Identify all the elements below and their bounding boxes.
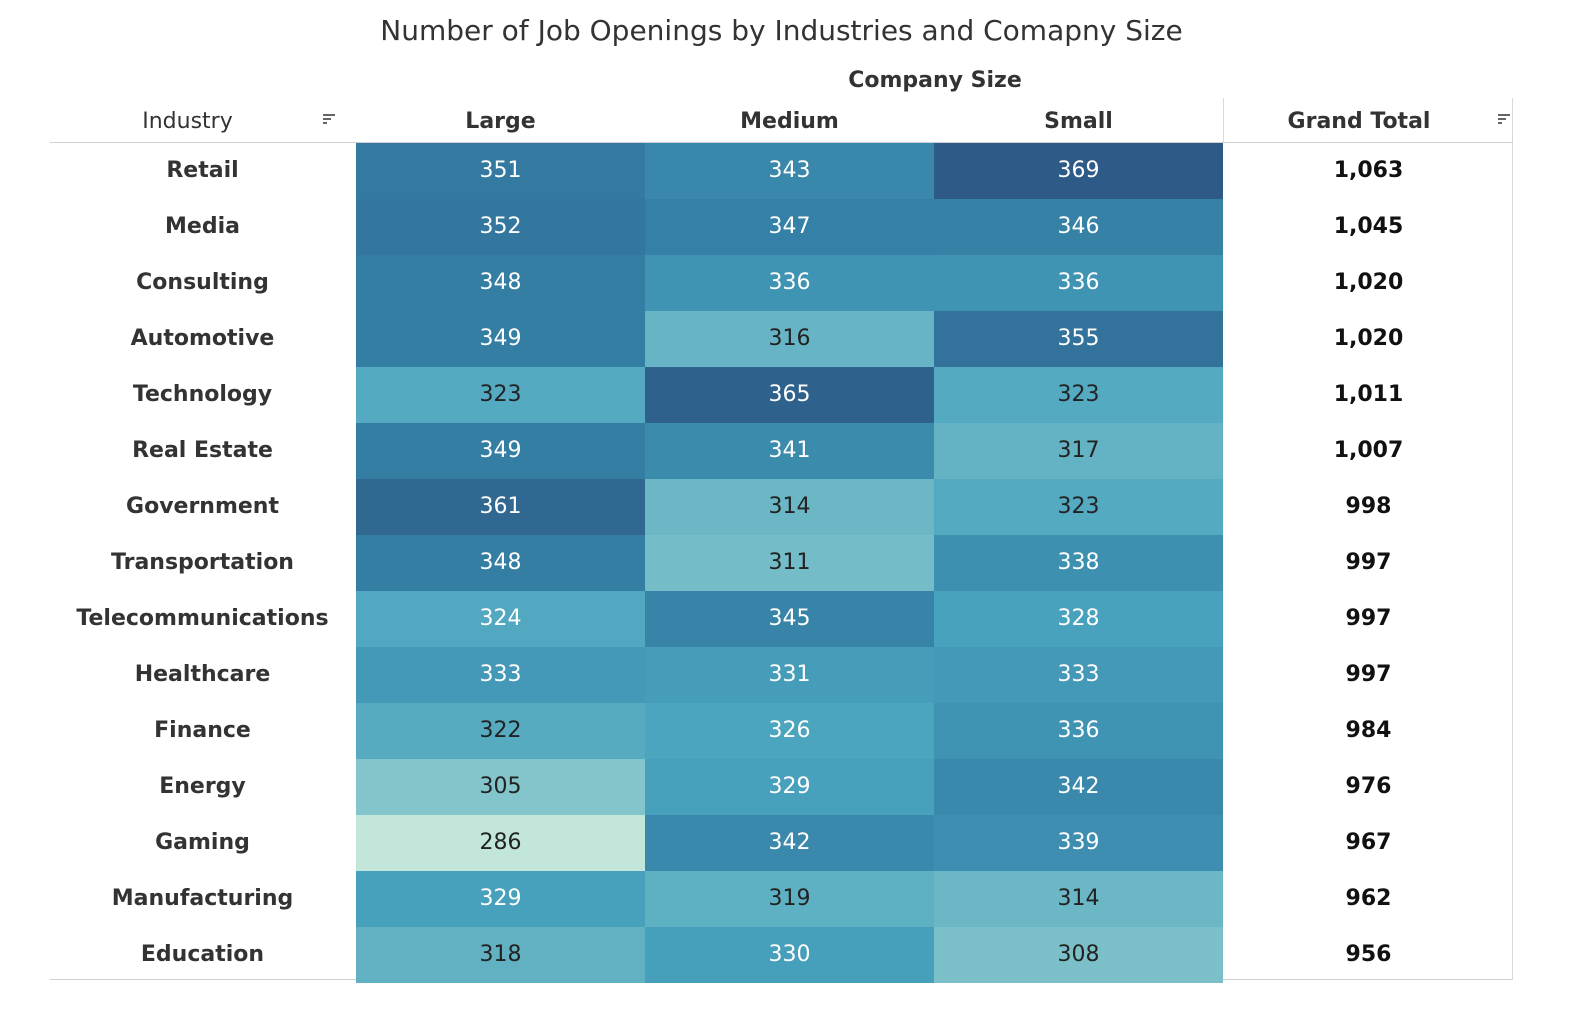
grand-total-cell: 1,020 (1333, 270, 1404, 295)
grand-total-cell: 1,063 (1333, 158, 1404, 183)
heatmap-cell[interactable]: 324 (356, 591, 645, 647)
column-header-small: Small (1044, 109, 1113, 134)
header-bottom-rule (50, 142, 1513, 143)
grand-total-cell: 962 (1345, 886, 1392, 911)
heatmap-cell[interactable]: 336 (934, 703, 1223, 759)
column-header-large: Large (465, 109, 536, 134)
grand-total-cell: 997 (1345, 550, 1392, 575)
row-label: Finance (154, 718, 251, 743)
heatmap-cell[interactable]: 328 (934, 591, 1223, 647)
grand-total-cell: 1,011 (1333, 382, 1404, 407)
heatmap-cell[interactable]: 333 (356, 647, 645, 703)
heatmap-cell[interactable]: 352 (356, 199, 645, 255)
heatmap-cell[interactable]: 314 (934, 871, 1223, 927)
column-header-medium: Medium (740, 109, 839, 134)
row-label: Real Estate (132, 438, 273, 463)
heatmap-cell[interactable]: 318 (356, 927, 645, 983)
row-label: Consulting (136, 270, 269, 295)
heatmap-cell[interactable]: 336 (934, 255, 1223, 311)
heatmap-cell[interactable]: 305 (356, 759, 645, 815)
grand-total-cell: 998 (1345, 494, 1392, 519)
chart-title: Number of Job Openings by Industries and… (380, 14, 1183, 47)
heatmap-cell[interactable]: 316 (645, 311, 934, 367)
heatmap-cell[interactable]: 333 (934, 647, 1223, 703)
row-label: Energy (159, 774, 246, 799)
heatmap-cell[interactable]: 323 (356, 367, 645, 423)
heatmap-cell[interactable]: 314 (645, 479, 934, 535)
row-label: Healthcare (134, 662, 271, 687)
heatmap-cell[interactable]: 341 (645, 423, 934, 479)
heatmap-cell[interactable]: 317 (934, 423, 1223, 479)
header-divider-right (1512, 98, 1513, 142)
heatmap-cell[interactable]: 329 (645, 759, 934, 815)
grand-total-cell: 1,020 (1333, 326, 1404, 351)
heatmap-cell[interactable]: 322 (356, 703, 645, 759)
row-label: Automotive (130, 326, 275, 351)
heatmap-cell[interactable]: 319 (645, 871, 934, 927)
row-label: Technology (132, 382, 273, 407)
heatmap-cell[interactable]: 331 (645, 647, 934, 703)
heatmap-cell[interactable]: 351 (356, 143, 645, 199)
heatmap-cell[interactable]: 336 (645, 255, 934, 311)
total-column-right-border (1512, 142, 1513, 979)
row-label: Telecommunications (76, 606, 329, 631)
heatmap-cell[interactable]: 342 (934, 759, 1223, 815)
heatmap-cell[interactable]: 355 (934, 311, 1223, 367)
grand-total-cell: 1,007 (1333, 438, 1404, 463)
grand-total-cell: 984 (1345, 718, 1392, 743)
grand-total-cell: 967 (1345, 830, 1392, 855)
header-divider-left (1223, 98, 1224, 142)
heatmap-cell[interactable]: 369 (934, 143, 1223, 199)
heatmap-cell[interactable]: 343 (645, 143, 934, 199)
heatmap-cell[interactable]: 345 (645, 591, 934, 647)
sort-descending-icon[interactable] (1498, 114, 1510, 126)
heatmap-cell[interactable]: 342 (645, 815, 934, 871)
heatmap-cell[interactable]: 346 (934, 199, 1223, 255)
grand-total-cell: 997 (1345, 662, 1392, 687)
grand-total-cell: 956 (1345, 942, 1392, 967)
grand-total-cell: 1,045 (1333, 214, 1404, 239)
heatmap-cell[interactable]: 329 (356, 871, 645, 927)
heatmap-cell[interactable]: 338 (934, 535, 1223, 591)
heatmap-cell[interactable]: 326 (645, 703, 934, 759)
heatmap-cell[interactable]: 365 (645, 367, 934, 423)
row-label: Retail (166, 158, 239, 183)
heatmap-cell[interactable]: 348 (356, 535, 645, 591)
heatmap-cell[interactable]: 286 (356, 815, 645, 871)
row-label: Gaming (155, 830, 250, 855)
heatmap-cell[interactable]: 311 (645, 535, 934, 591)
heatmap-cell[interactable]: 349 (356, 423, 645, 479)
heatmap-cell[interactable]: 348 (356, 255, 645, 311)
heatmap-cell[interactable]: 330 (645, 927, 934, 983)
grand-total-header[interactable]: Grand Total (1287, 109, 1431, 134)
heatmap-cell[interactable]: 347 (645, 199, 934, 255)
grand-total-cell: 997 (1345, 606, 1392, 631)
grand-total-cell: 976 (1345, 774, 1392, 799)
heatmap-cell[interactable]: 323 (934, 479, 1223, 535)
row-label: Transportation (111, 550, 294, 575)
industry-header[interactable]: Industry (142, 109, 233, 134)
heatmap-cell[interactable]: 308 (934, 927, 1223, 983)
heatmap-cell[interactable]: 349 (356, 311, 645, 367)
sort-descending-icon[interactable] (323, 114, 335, 126)
row-label: Manufacturing (111, 886, 294, 911)
heatmap-cell[interactable]: 339 (934, 815, 1223, 871)
heatmap-cell[interactable]: 361 (356, 479, 645, 535)
row-label: Education (140, 942, 265, 967)
row-label: Government (126, 494, 279, 519)
column-group-label: Company Size (848, 68, 1022, 93)
row-label: Media (165, 214, 240, 239)
heatmap-cell[interactable]: 323 (934, 367, 1223, 423)
